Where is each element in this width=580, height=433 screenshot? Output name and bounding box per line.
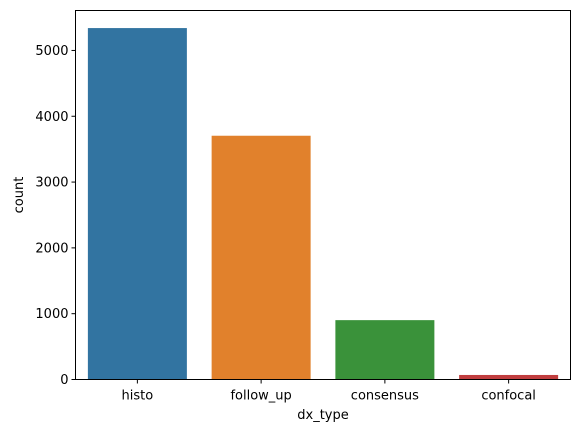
y-axis: 0 1000 2000 3000 4000 5000 (35, 44, 76, 388)
y-tick-label: 5000 (35, 44, 68, 59)
y-tick-label: 1000 (35, 307, 68, 322)
x-tick-label: consensus (351, 389, 419, 404)
x-axis: histo follow_up consensus confocal (122, 379, 536, 404)
plot-frame (75, 10, 571, 380)
bar-confocal (459, 374, 559, 380)
x-axis-label: dx_type (297, 408, 349, 423)
y-axis-label: count (12, 177, 27, 214)
y-tick-label: 3000 (35, 176, 68, 191)
y-tick-label: 0 (60, 373, 68, 388)
bar-consensus (335, 320, 435, 380)
bar-follow-up (211, 135, 311, 380)
y-tick-label: 2000 (35, 241, 68, 256)
y-tick-label: 4000 (35, 110, 68, 125)
x-tick-label: confocal (481, 389, 536, 404)
bar-histo (87, 28, 187, 380)
x-tick-label: histo (122, 389, 154, 404)
bars-group (87, 28, 559, 380)
x-tick-label: follow_up (230, 389, 291, 404)
